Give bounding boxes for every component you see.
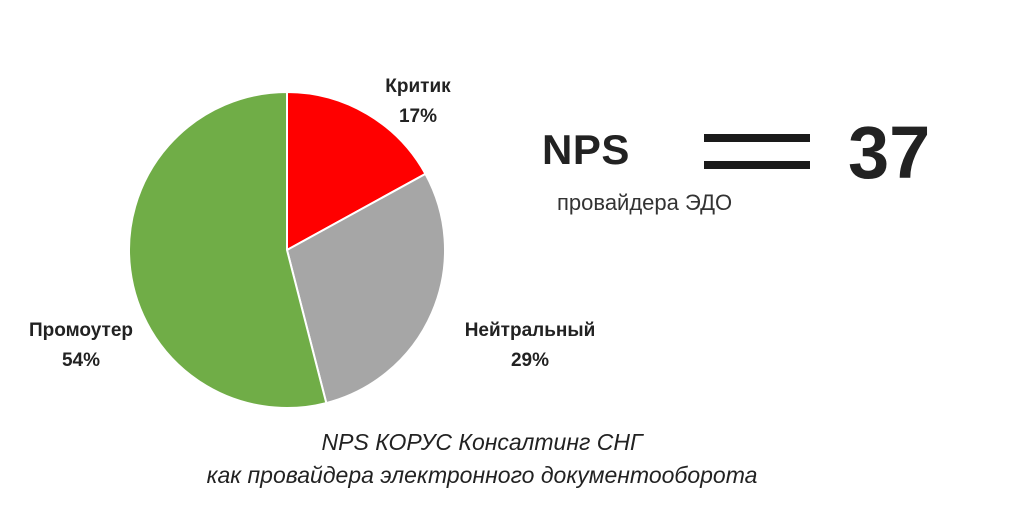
slice-label-promoter-name: Промоутер [28, 320, 134, 341]
pie-slice-neutral [285, 172, 446, 405]
slice-label-neutral-value: 29% [510, 350, 550, 371]
equals-icon [704, 134, 810, 170]
equals-icon-bottom-bar [704, 161, 810, 169]
pie-slice-promoter [128, 90, 328, 409]
nps-value: 37 [848, 111, 931, 194]
slice-label-critic: Критик 17% [358, 72, 478, 132]
slice-label-promoter: Промоутер 54% [6, 316, 156, 376]
slice-label-critic-value: 17% [398, 106, 438, 127]
nps-subtitle: провайдера ЭДО [557, 190, 733, 215]
slice-label-neutral-name: Нейтральный [464, 320, 596, 341]
chart-caption: NPS КОРУС Консалтинг СНГ как провайдера … [0, 426, 964, 492]
slice-label-critic-name: Критик [385, 76, 451, 97]
slice-label-promoter-value: 54% [61, 350, 101, 371]
slice-label-neutral: Нейтральный 29% [446, 316, 614, 376]
pie-slice-critic [286, 90, 427, 252]
nps-title: NPS [542, 126, 630, 173]
equals-icon-top-bar [704, 134, 810, 142]
caption-line-2: как провайдера электронного документообо… [206, 462, 758, 488]
caption-line-1: NPS КОРУС Консалтинг СНГ [321, 429, 643, 455]
